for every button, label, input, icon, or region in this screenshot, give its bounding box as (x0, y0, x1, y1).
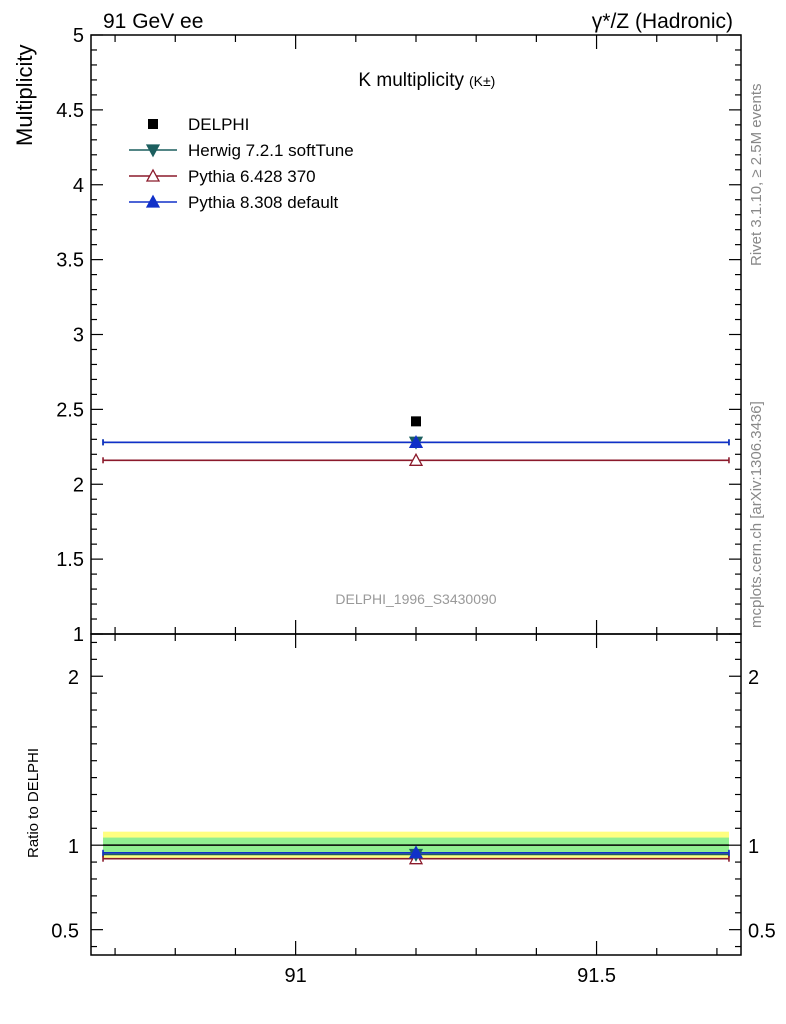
legend-marker-0 (148, 119, 158, 129)
y-tick-label: 5 (73, 25, 84, 47)
ratio-tick-label-right: 0.5 (748, 921, 776, 943)
series-2-point (408, 434, 424, 448)
ratio-tick-label-right: 2 (748, 667, 759, 689)
legend-label-0: DELPHI (188, 115, 249, 134)
data-point (411, 416, 421, 427)
analysis-watermark: DELPHI_1996_S3430090 (335, 591, 496, 607)
ratio-tick-label-right: 1 (748, 836, 759, 858)
legend-label-1: Herwig 7.2.1 softTune (188, 141, 354, 160)
header-right: γ*/Z (Hadronic) (592, 10, 733, 33)
legend-marker-2 (145, 168, 161, 182)
legend-marker-1 (145, 144, 161, 158)
x-tick-label: 91 (285, 965, 307, 987)
x-tick-label: 91.5 (577, 965, 616, 987)
plot-title: K multiplicity (358, 70, 464, 91)
y-axis-label: Multiplicity (12, 45, 37, 146)
y-tick-label: 4 (73, 175, 84, 197)
ratio-tick-label-left: 0.5 (51, 921, 79, 943)
plot-title-main: K multiplicity (358, 70, 464, 91)
y-tick-label: 4.5 (56, 100, 84, 122)
mcplots-label: mcplots.cern.ch [arXiv:1306.3436] (748, 401, 765, 628)
ratio-tick-label-left: 2 (68, 667, 79, 689)
chart-marks (102, 416, 730, 865)
y-tick-label: 2.5 (56, 399, 84, 421)
ratio-panel-frame (90, 633, 742, 956)
y-tick-label: 2 (73, 474, 84, 496)
axes: 1 1.5 2 2.5 3 3.5 4 4.5 5 0.5 0.5 1 1 2 2 91 91.5 (51, 25, 776, 987)
legend-label-3: Pythia 8.308 default (188, 193, 339, 212)
y-tick-label: 1 (73, 624, 84, 646)
rivet-label: Rivet 3.1.10, ≥ 2.5M events (748, 84, 765, 267)
legend: DELPHI Herwig 7.2.1 softTune Pythia 6.428 … (129, 115, 354, 212)
ratio-tick-label-left: 1 (68, 836, 79, 858)
plot-title-sub: (K±) (469, 73, 495, 89)
legend-label-2: Pythia 6.428 370 (188, 167, 316, 186)
y-tick-label: 1.5 (56, 549, 84, 571)
series-2-ratio-point (408, 845, 424, 859)
y-tick-label: 3 (73, 325, 84, 347)
header-left: 91 GeV ee (103, 10, 203, 33)
series-1-point (408, 452, 424, 466)
legend-marker-3 (145, 194, 161, 208)
ratio-axis-label: Ratio to DELPHI (25, 748, 42, 858)
y-tick-label: 3.5 (56, 250, 84, 272)
